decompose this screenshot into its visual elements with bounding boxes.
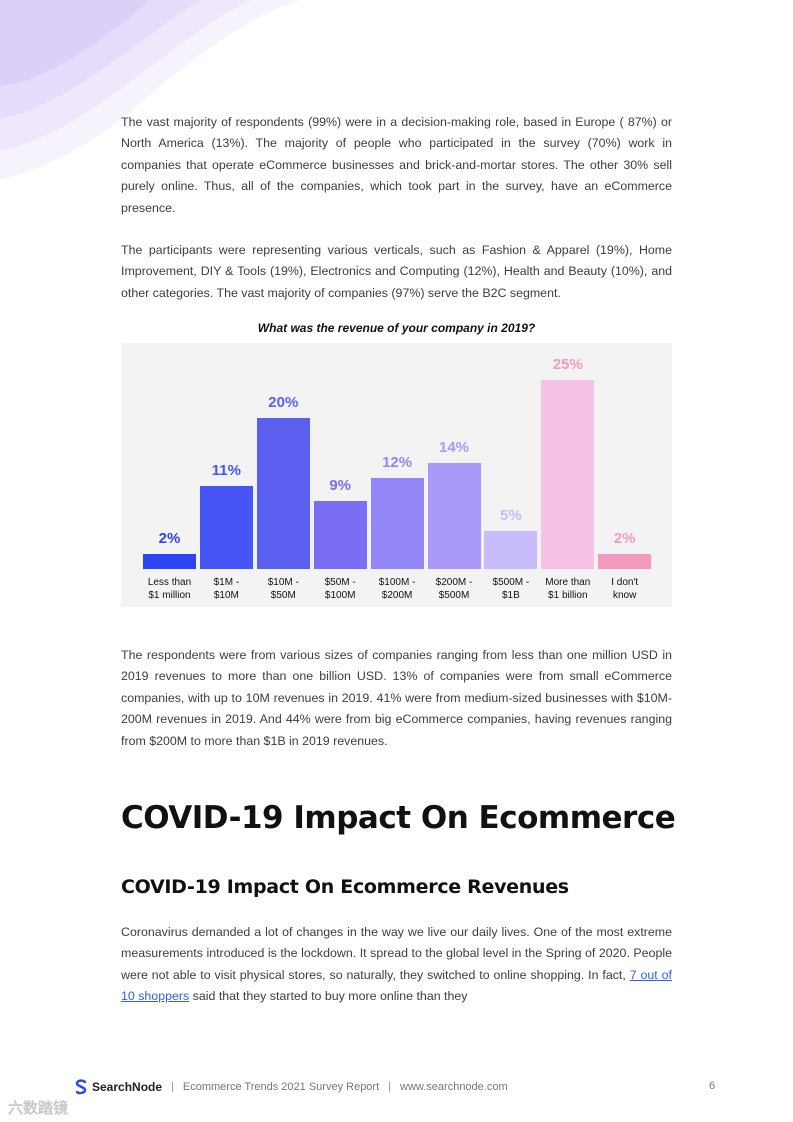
footer-divider: | [171, 1081, 174, 1093]
bar-value-label: 5% [500, 507, 522, 525]
bar-category-label: More than $1 billion [545, 577, 591, 601]
bar-category-label: $500M - $1B [492, 577, 530, 601]
footer-report-title: Ecommerce Trends 2021 Survey Report [182, 1081, 380, 1093]
chart-bar [598, 553, 652, 569]
bar-category-label: $100M - $200M [378, 577, 416, 601]
bar-value-label: 9% [329, 476, 352, 494]
watermark: 六数踏镜 [8, 1100, 69, 1117]
footer-brand: SearchNode [92, 1080, 163, 1094]
coronavirus-paragraph: Coronavirus demanded a lot of changes in… [121, 922, 672, 1008]
bar-category-label: $1M - $10M [213, 577, 240, 601]
paragraph-text-start: Coronavirus demanded a lot of changes in… [121, 925, 672, 982]
decorative-waves [0, 0, 300, 180]
bar-value-label: 20% [268, 393, 299, 411]
bar-value-label: 14% [438, 439, 470, 457]
shoppers-stat-link[interactable]: 7 out of 10 shoppers [121, 967, 672, 1004]
chart-bar [427, 463, 481, 569]
bar-value-label: 12% [382, 454, 413, 472]
subsection-heading: COVID-19 Impact On Ecommerce Revenues [121, 876, 569, 898]
chart-bar [541, 380, 595, 569]
bar-value-label: 25% [552, 356, 583, 373]
searchnode-logo-icon [75, 1079, 87, 1095]
bar-category-label: $200M - $500M [435, 577, 473, 601]
bar-category-label: I don't know [611, 577, 639, 601]
bar-category-label: $10M - $50M [267, 577, 299, 601]
paragraph-text-end: said that they started to buy more onlin… [189, 989, 468, 1004]
chart-bar [370, 478, 424, 569]
section-heading: COVID-19 Impact On Ecommerce [121, 800, 676, 836]
revenue-bar-chart: 2% Less than $1 million 11% $1M - $10M 20% $10M… [121, 343, 672, 607]
chart-bar [256, 417, 310, 569]
chart-bar [313, 500, 367, 569]
intro-paragraph: The vast majority of respondents (99%) w… [121, 115, 672, 215]
chart-title: What was the revenue of your company in … [257, 321, 536, 335]
bar-value-label: 2% [613, 529, 636, 547]
page-footer: SearchNode | Ecommerce Trends 2021 Surve… [74, 1079, 508, 1095]
footer-website: www.searchnode.com [400, 1081, 508, 1093]
footer-divider: | [388, 1081, 392, 1093]
chart-bar [143, 553, 196, 569]
bar-category-label: Less than $1 million [147, 577, 192, 601]
company-size-paragraph: The respondents were from various sizes … [121, 648, 672, 748]
verticals-paragraph: The participants were representing vario… [121, 243, 672, 300]
chart-bar [199, 485, 253, 569]
bar-value-label: 11% [211, 461, 241, 479]
chart-bar [484, 531, 538, 569]
bar-category-label: $50M - $100M [324, 577, 356, 601]
bar-value-label: 2% [158, 529, 181, 547]
page-number: 6 [709, 1080, 716, 1092]
